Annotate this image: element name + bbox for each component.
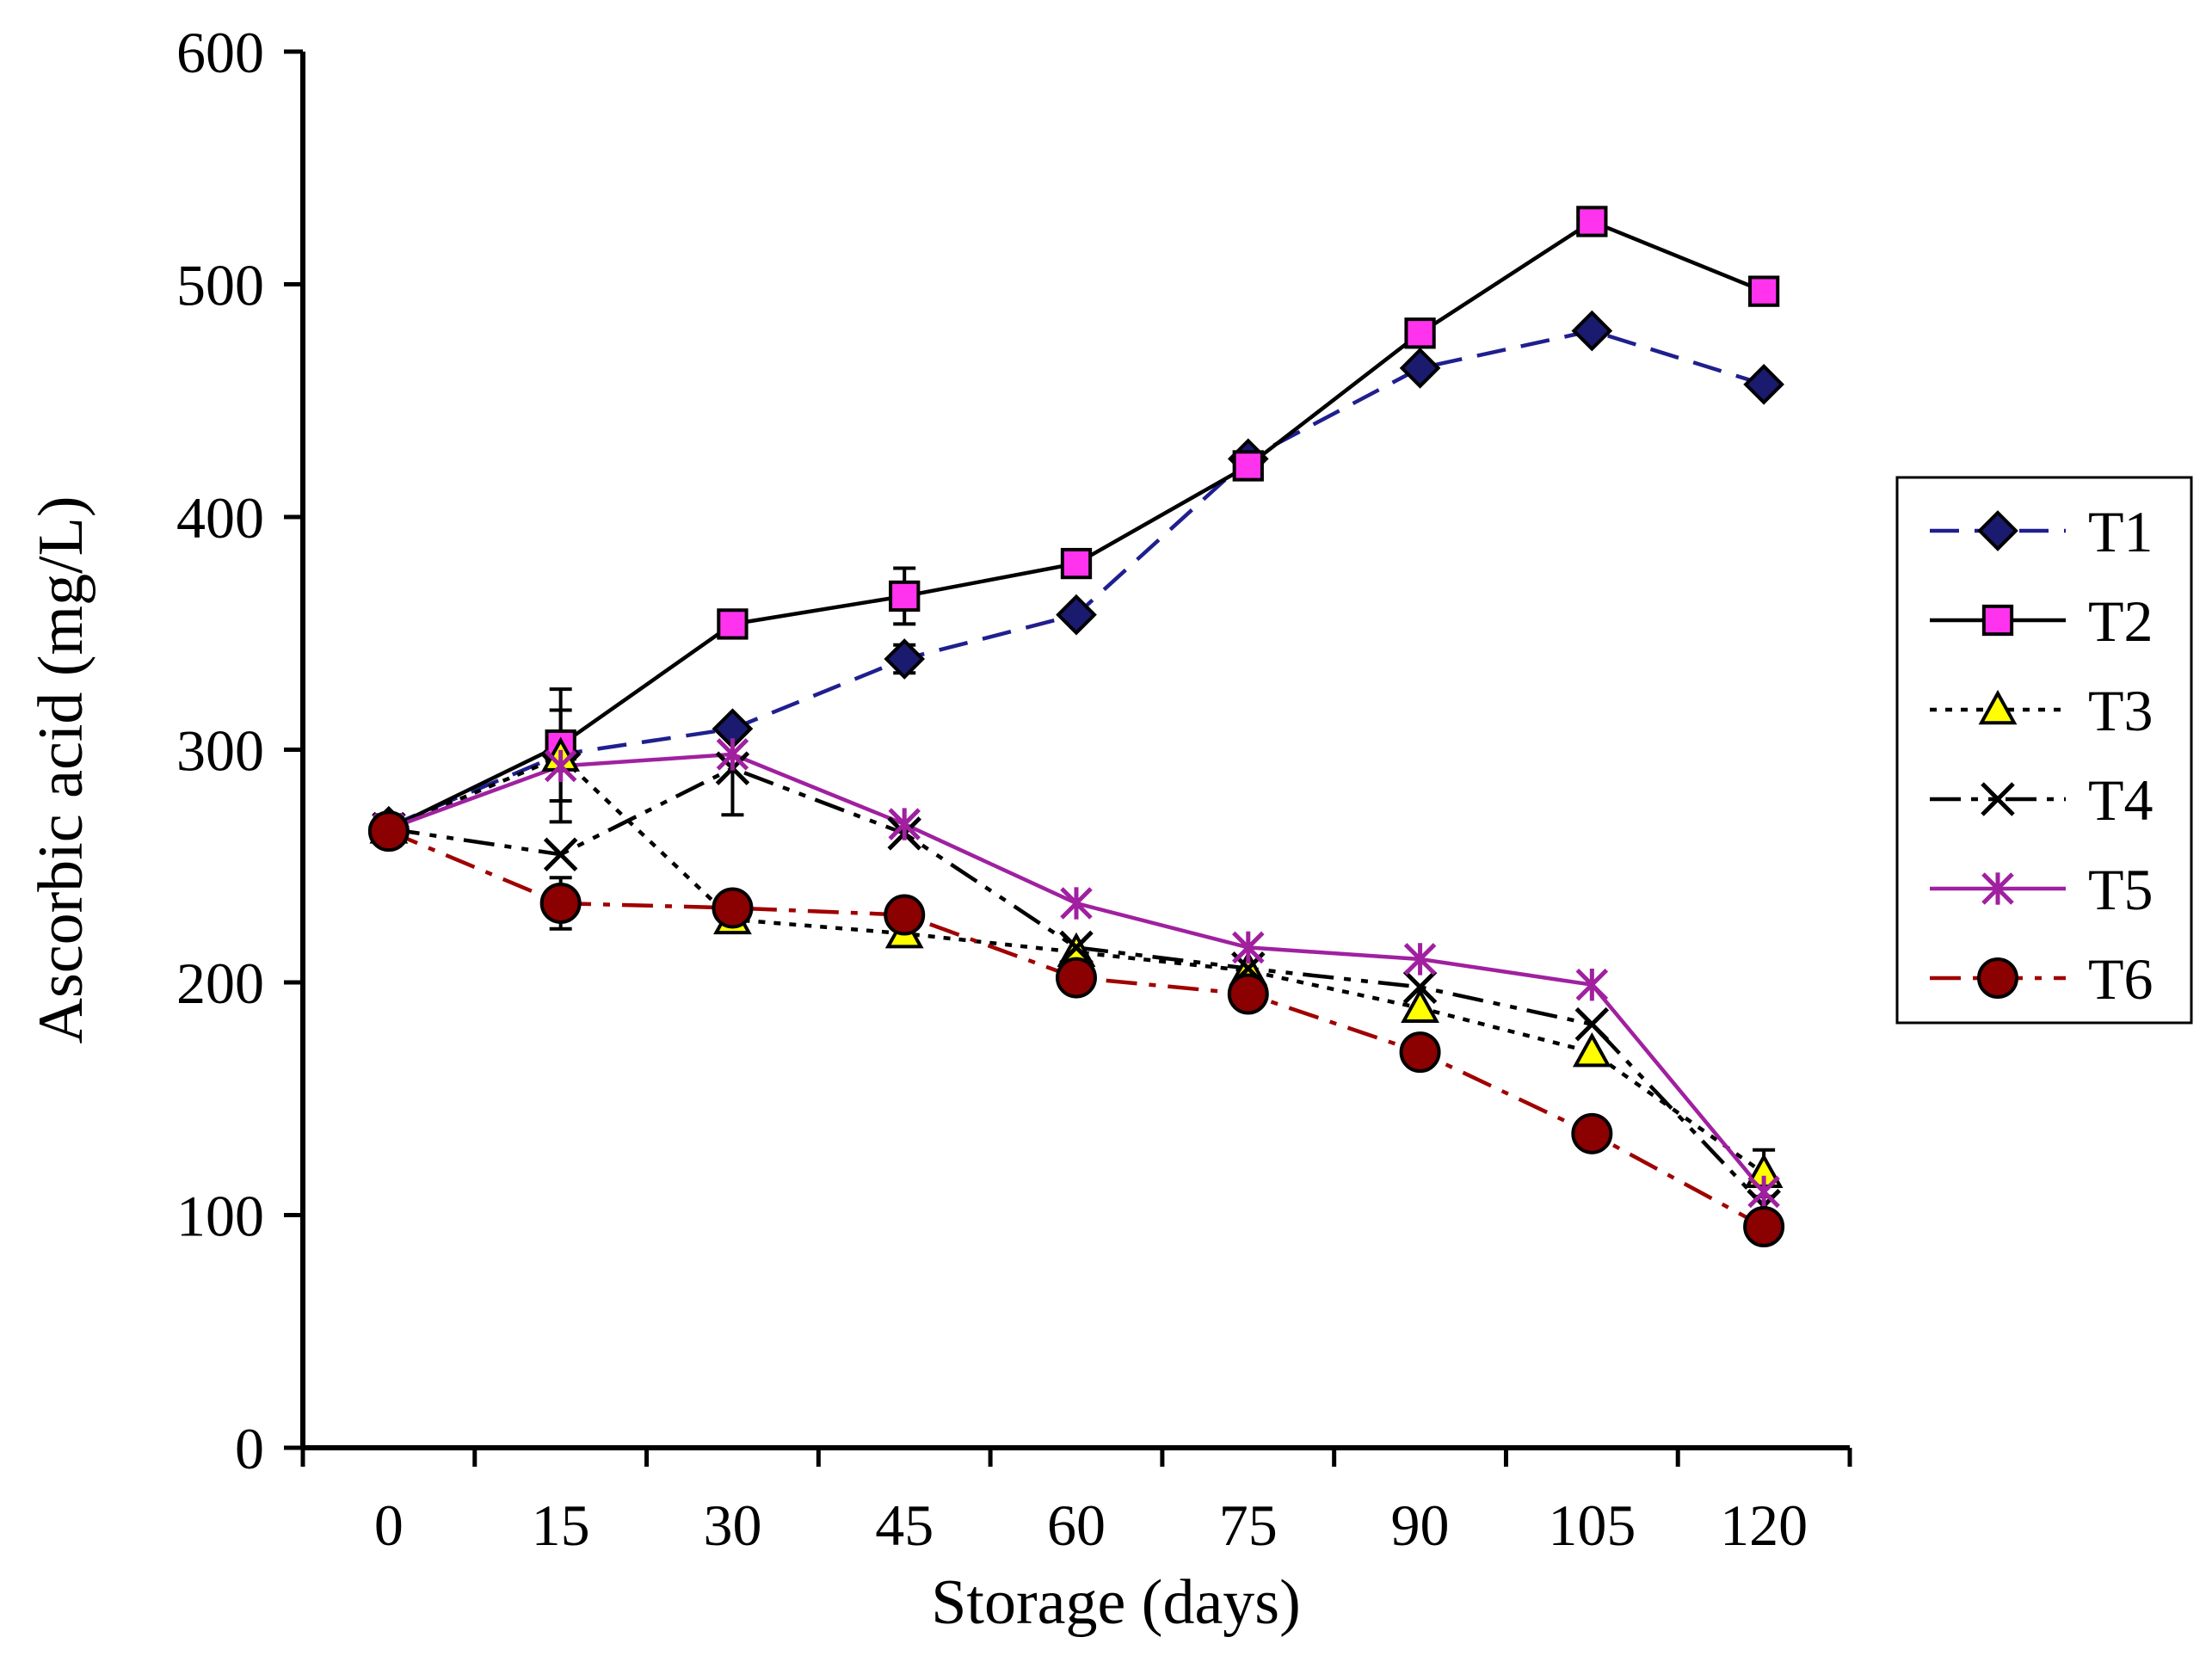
legend-marker-t5: [1981, 872, 2014, 905]
x-tick-label: 30: [703, 1493, 761, 1558]
legend-marker-t4: [1981, 782, 2015, 816]
x-tick-label: 45: [875, 1493, 933, 1558]
point-t1-45: [884, 638, 926, 680]
legend-marker-t3: [1978, 689, 2018, 725]
point-t2-60: [1060, 547, 1093, 580]
series-line-t2: [387, 219, 1765, 831]
x-tick-label: 0: [374, 1493, 404, 1558]
point-t4-90: [1402, 969, 1438, 1005]
legend-label-t3: T3: [2088, 678, 2153, 743]
point-t6-45: [884, 894, 926, 936]
point-t6-15: [539, 883, 582, 925]
y-tick-label: 600: [176, 20, 264, 85]
point-t6-105: [1571, 1112, 1613, 1154]
legend-label-t6: T6: [2088, 946, 2153, 1012]
series-line-t4: [388, 766, 1765, 1208]
error-bars: [549, 566, 1776, 1198]
point-t2-105: [1576, 206, 1608, 237]
legend-marker-t1: [1977, 510, 2018, 551]
point-t3-90: [1401, 988, 1439, 1023]
legend-marker-t6: [1977, 957, 2018, 999]
x-tick-label: 90: [1391, 1493, 1450, 1558]
point-t5-60: [1060, 887, 1093, 920]
legend-box: [1895, 476, 2193, 1025]
y-tick-label: 0: [235, 1416, 264, 1481]
x-tick-label: 15: [532, 1493, 590, 1558]
series-line-t6: [388, 829, 1765, 1229]
x-axis-label: Storage (days): [931, 1567, 1300, 1638]
point-t3-105: [1572, 1032, 1611, 1068]
point-t4-15: [543, 837, 578, 871]
point-t1-60: [1056, 594, 1097, 636]
legend-label-t2: T2: [2088, 588, 2153, 654]
point-t2-75: [1232, 450, 1264, 482]
y-tick-label: 100: [176, 1184, 264, 1249]
legend-marker-t2: [1981, 604, 2014, 637]
point-t5-90: [1403, 943, 1437, 976]
legend-label-t5: T5: [2088, 857, 2153, 922]
point-t6-30: [712, 887, 754, 929]
series-markers: [367, 206, 1785, 1248]
x-tick-label: 105: [1548, 1493, 1636, 1558]
y-axis-label: Ascorbic acid (mg/L): [26, 496, 96, 1044]
y-tick-label: 500: [176, 253, 264, 318]
legend-label-t1: T1: [2088, 499, 2153, 564]
series-lines: [387, 219, 1765, 1229]
point-t5-75: [1232, 931, 1265, 964]
point-t6-120: [1743, 1206, 1785, 1248]
x-tick-label: 75: [1219, 1493, 1278, 1558]
point-t5-120: [1747, 1175, 1780, 1209]
point-t5-30: [716, 738, 749, 771]
x-tick-label: 120: [1720, 1493, 1808, 1558]
point-t6-0: [367, 810, 410, 852]
legend: T1 T2 T3 T4 T5 T6: [1895, 476, 2193, 1025]
point-t4-105: [1574, 1006, 1610, 1042]
point-t2-90: [1404, 317, 1436, 349]
point-t6-60: [1056, 957, 1097, 999]
y-tick-label: 300: [176, 718, 264, 784]
y-tick-label: 400: [176, 485, 264, 551]
x-tick-label: 60: [1047, 1493, 1106, 1558]
point-t5-105: [1575, 968, 1609, 1001]
point-t4-60: [1059, 930, 1094, 965]
point-t1-120: [1743, 363, 1784, 405]
point-t2-45: [889, 580, 921, 612]
point-t2-30: [717, 608, 749, 640]
point-t6-75: [1227, 973, 1269, 1015]
y-tick-label: 200: [176, 951, 264, 1016]
point-t6-90: [1399, 1031, 1441, 1074]
axes: 0 100 200 300 400 500 600 0 15 30 45 60 75 90 105 120: [176, 20, 1852, 1558]
point-t5-15: [544, 749, 577, 783]
series-line-t3: [388, 754, 1765, 1175]
legend-label-t4: T4: [2088, 767, 2153, 833]
point-t2-120: [1747, 275, 1780, 307]
point-t1-90: [1399, 348, 1441, 389]
point-t5-45: [888, 808, 921, 840]
point-t1-105: [1571, 310, 1613, 352]
